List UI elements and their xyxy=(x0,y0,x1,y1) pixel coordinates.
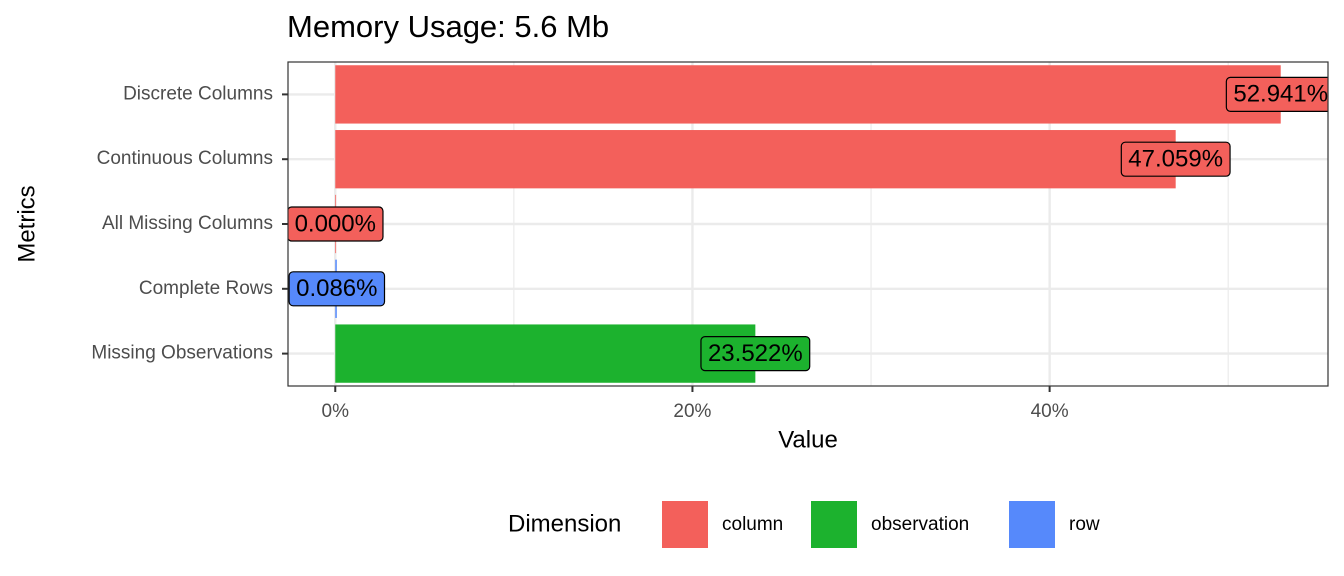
y-tick-label: All Missing Columns xyxy=(102,213,273,234)
y-tick-label: Continuous Columns xyxy=(97,148,273,169)
data-label: 47.059% xyxy=(1120,141,1231,177)
y-tick-label: Discrete Columns xyxy=(123,83,273,104)
data-label: 23.522% xyxy=(700,336,811,372)
y-tick-label: Complete Rows xyxy=(139,278,273,299)
data-label: 0.086% xyxy=(288,271,386,307)
bar xyxy=(335,324,756,383)
data-label-text: 23.522% xyxy=(708,340,803,367)
data-label-text: 47.059% xyxy=(1128,146,1223,173)
data-label: 52.941% xyxy=(1225,76,1328,112)
legend-key xyxy=(662,501,708,548)
panel-border xyxy=(287,61,1329,387)
legend-label: observation xyxy=(871,514,969,535)
y-tick-label: Missing Observations xyxy=(91,343,273,364)
data-label-box xyxy=(1120,141,1231,177)
legend-key xyxy=(1009,501,1055,548)
data-label-box xyxy=(288,271,386,307)
y-axis-title: Metrics xyxy=(13,185,40,262)
x-tick-label: 40% xyxy=(1031,401,1069,422)
data-label-text: 0.086% xyxy=(296,275,377,302)
data-label-box xyxy=(1225,76,1328,112)
data-label-text: 0.000% xyxy=(295,210,376,237)
legend-label: column xyxy=(722,514,783,535)
legend-label: row xyxy=(1069,514,1100,535)
plot-panel: 52.941% 47.059% 0.000% 23.522% 0.086% xyxy=(288,62,1328,386)
chart-title: Memory Usage: 5.6 Mb xyxy=(287,9,609,44)
bar xyxy=(335,65,1281,124)
bar xyxy=(335,130,1176,189)
data-label: 0.000% xyxy=(288,206,384,242)
data-label-text: 52.941% xyxy=(1233,81,1328,108)
x-axis-title: Value xyxy=(778,426,838,453)
x-tick-label: 0% xyxy=(322,401,350,422)
legend-title: Dimension xyxy=(508,510,621,537)
legend-key xyxy=(811,501,857,548)
data-label-box xyxy=(700,336,811,372)
data-label-box xyxy=(288,206,384,242)
x-tick-label: 20% xyxy=(673,401,711,422)
